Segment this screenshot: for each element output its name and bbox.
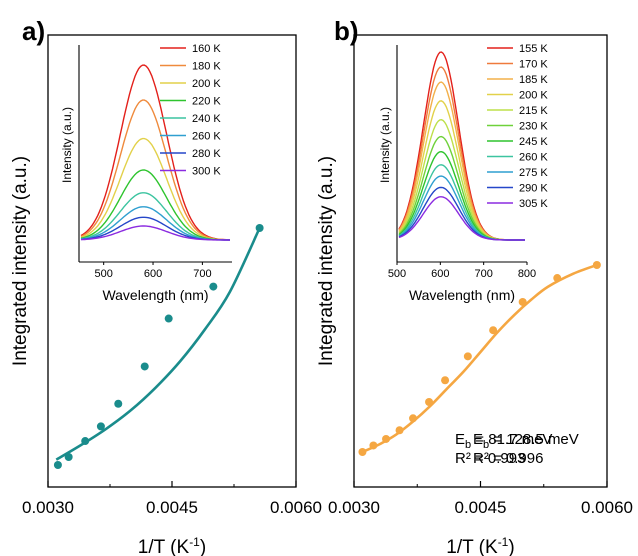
data-point — [489, 326, 498, 335]
inset-legend: 160 K 180 K 200 K 220 K 240 K 260 K 280 K 300 K — [160, 43, 221, 178]
y-axis-label: Integrated intensity (a.u.) — [316, 156, 337, 366]
annotation-eb: Eb = 128.5 meV — [473, 431, 579, 451]
inset-x-tick-label: 700 — [474, 268, 492, 280]
x-axis-label: 1/T (K-1) — [446, 535, 514, 556]
legend-label: 260 K — [192, 131, 221, 143]
data-point — [463, 352, 472, 361]
x-tick-label: 0.0060 — [581, 498, 633, 517]
eb-subscript: b — [465, 439, 471, 451]
x-label-sup: -1 — [189, 535, 200, 549]
data-point — [96, 422, 105, 431]
data-point — [53, 461, 62, 469]
data-point — [369, 441, 378, 450]
legend-label: 155 K — [519, 43, 548, 55]
data-point — [592, 261, 601, 269]
inset-x-tick-label: 600 — [144, 268, 162, 280]
panel-label: b) — [334, 16, 359, 46]
data-point — [64, 453, 73, 462]
data-point — [441, 376, 450, 385]
inset-x-tick-label: 600 — [431, 268, 449, 280]
eb-subscript: b — [483, 439, 489, 451]
eb-symbol: E — [473, 431, 483, 448]
inset-x-tick-label: 500 — [94, 268, 112, 280]
data-point — [114, 399, 123, 408]
data-point — [164, 314, 173, 323]
data-point — [409, 414, 418, 423]
legend-label: 275 K — [519, 167, 548, 179]
legend-label: 305 K — [519, 198, 548, 210]
inset-x-tick-label: 700 — [193, 268, 211, 280]
data-point — [358, 448, 367, 456]
data-point — [255, 224, 264, 232]
plot-frame — [47, 34, 297, 488]
panel-label: a) — [22, 16, 45, 46]
spectrum-curve — [80, 137, 230, 241]
x-label-text: 1/T (K — [138, 537, 190, 556]
eb-value: = 128.5 meV — [489, 431, 579, 448]
legend-label: 160 K — [192, 43, 221, 55]
inset: 500 600 700 Wavelength (nm) Intensity (a.u.)… — [60, 43, 232, 303]
data-point — [395, 426, 404, 435]
inset-x-label: Wavelength (nm) — [102, 287, 208, 303]
fit-curve — [55, 227, 261, 461]
legend-label: 240 K — [192, 113, 221, 125]
data-point — [140, 362, 149, 371]
legend-label: 200 K — [192, 78, 221, 90]
legend-label: 215 K — [519, 105, 548, 117]
legend-label: 230 K — [519, 121, 548, 133]
legend-label: 180 K — [192, 61, 221, 73]
data-point — [382, 434, 391, 443]
legend-label: 260 K — [519, 152, 548, 164]
eb-value: = 81.7 meV — [471, 431, 552, 448]
annotation-r2: R² = 0.996 — [473, 450, 543, 467]
inset-legend: 155 K 170 K 185 K 200 K 215 K 230 K 245 K 260 K… — [487, 43, 548, 210]
legend-label: 290 K — [519, 183, 548, 195]
inset-x-tick-label: 500 — [388, 268, 406, 280]
legend-label: 300 K — [192, 166, 221, 178]
x-tick-label: 0.0060 — [270, 498, 322, 517]
spectrum-curve — [80, 99, 231, 241]
data-point — [81, 437, 90, 446]
plot-frame — [353, 34, 608, 488]
inset-x-tick-label: 800 — [518, 268, 536, 280]
spectrum-curve — [398, 196, 525, 241]
inset-y-label: Intensity (a.u.) — [60, 107, 74, 183]
legend-label: 170 K — [519, 59, 548, 71]
x-label-text: 1/T (K — [446, 537, 498, 556]
legend-label: 200 K — [519, 90, 548, 102]
data-point — [518, 297, 527, 306]
inset-y-label: Intensity (a.u.) — [378, 107, 392, 183]
inset-x-label: Wavelength (nm) — [409, 287, 515, 303]
x-tick-label: 0.0045 — [146, 498, 198, 517]
spectrum-curve — [81, 225, 230, 241]
x-label-sup: -1 — [498, 535, 509, 549]
legend-label: 245 K — [519, 136, 548, 148]
x-tick-label: 0.0030 — [22, 498, 74, 517]
data-point — [425, 397, 434, 406]
eb-symbol: E — [455, 431, 465, 448]
x-tick-label: 0.0045 — [455, 498, 507, 517]
data-point — [553, 274, 562, 283]
legend-label: 185 K — [519, 74, 548, 86]
x-label-text: ) — [508, 537, 514, 556]
x-label-text: ) — [200, 537, 206, 556]
panel-b: b) 0.0030 0.0045 0.0060 1/T (K-1) Integrated … — [316, 16, 633, 556]
spectrum-curve — [80, 64, 230, 241]
x-axis-label: 1/T (K-1) — [138, 535, 206, 556]
x-tick-label: 0.0030 — [328, 498, 380, 517]
legend-label: 220 K — [192, 96, 221, 108]
data-point — [209, 282, 218, 291]
annotation-r2: R² = 0.993 — [455, 450, 525, 467]
annotation-eb: Eb = 81.7 meV — [455, 431, 552, 451]
y-axis-label: Integrated intensity (a.u.) — [10, 156, 31, 366]
legend-label: 280 K — [192, 148, 221, 160]
